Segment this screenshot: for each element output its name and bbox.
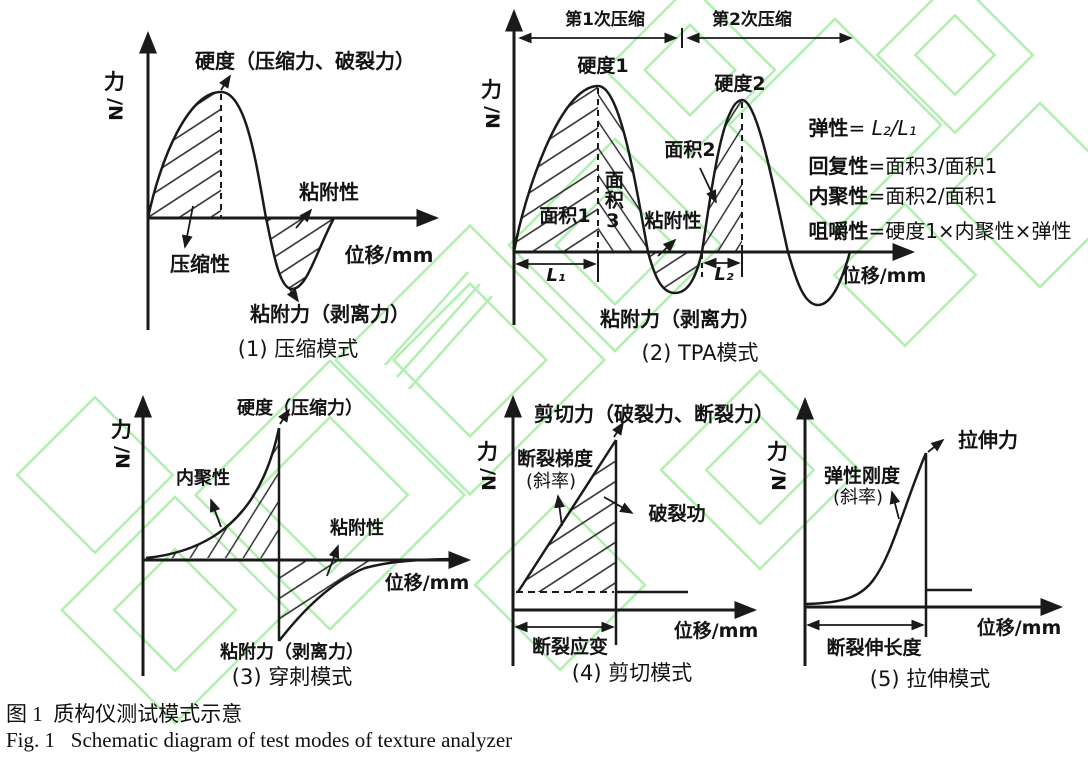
p2-area3-label: 面积3 xyxy=(601,170,624,233)
panel3-plot xyxy=(134,395,471,676)
p5-y-force: 力 xyxy=(766,440,788,464)
p2-area2-label: 面积2 xyxy=(664,139,716,161)
p3-y-unit: /N xyxy=(110,446,133,469)
p4-y-axis-label: 力 /N xyxy=(476,440,499,491)
p4-fracture-strain-label: 断裂应变 xyxy=(531,636,609,658)
p5-elastic-stiffness-label: 弹性刚度 xyxy=(823,465,901,487)
p4-rupture-work-arrow xyxy=(603,496,634,514)
p2-second-compression-label: 第2次压缩 xyxy=(712,10,792,30)
panel4-plot xyxy=(504,395,757,666)
p3-hatch-cohesiveness xyxy=(146,428,279,558)
p1-curve xyxy=(146,90,336,291)
p5-tensile-force-label: 拉伸力 xyxy=(958,428,1018,452)
p2-area1-label: 面积1 xyxy=(539,205,591,227)
p5-y-unit: /N xyxy=(766,468,789,491)
p4-slope-label: (斜率) xyxy=(525,471,577,492)
tpa-formula-resilience: 回复性=面积3/面积1 xyxy=(808,154,998,178)
p4-y-force: 力 xyxy=(476,440,498,464)
p5-title: (5) 拉伸模式 xyxy=(869,667,991,691)
p1-y-unit: /N xyxy=(103,98,126,121)
p2-hatch-adhesion xyxy=(648,252,702,293)
p3-y-axis-label: 力 /N xyxy=(110,418,133,469)
p2-l2-label: L₂ xyxy=(714,264,734,285)
p3-hatch-adhesion xyxy=(279,559,451,641)
p2-adhesiveness-label: 粘附性 xyxy=(644,210,702,232)
p1-title: (1) 压缩模式 xyxy=(237,337,359,361)
p4-shear-force-label: 剪切力（破裂力、断裂力） xyxy=(534,402,774,426)
panel2-plot xyxy=(505,9,915,325)
p4-rupture-work-label: 破裂功 xyxy=(648,503,706,525)
tpa-formula-elasticity: 弹性= L₂/L₁ xyxy=(808,116,917,140)
p5-stiffness-arrow xyxy=(889,490,901,520)
p3-hardness-label: 硬度（压缩力） xyxy=(237,398,363,419)
p2-adhesiveness-arrow xyxy=(657,238,677,257)
p1-y-force: 力 xyxy=(103,70,125,94)
p2-l1-label: L₁ xyxy=(546,265,566,286)
p4-shear-force-arrow xyxy=(612,421,624,438)
p3-curve-rise xyxy=(145,427,281,560)
p1-hardness-arrow xyxy=(219,74,231,91)
p3-hardness-arrow xyxy=(278,408,290,425)
panel1-plot xyxy=(139,31,439,330)
p1-adhesiveness-arrow xyxy=(295,208,313,229)
p3-adhesiveness-arrow xyxy=(326,544,340,577)
figure-caption-en: Fig. 1 Schematic diagram of test modes o… xyxy=(6,728,513,752)
p2-y-force: 力 xyxy=(480,78,502,102)
p2-hatch-area1 xyxy=(514,86,598,252)
figure-caption-zh: 图 1 质构仪测试模式示意 xyxy=(6,702,243,726)
p2-hardness1-label: 硬度1 xyxy=(577,55,629,77)
p5-slope-label: (斜率) xyxy=(832,487,884,508)
p5-curve xyxy=(805,452,928,606)
p2-y-axis-label: 力 /N xyxy=(480,78,503,129)
p4-x-axis-label: 位移/mm xyxy=(673,620,759,642)
panel5-plot xyxy=(796,397,1063,666)
p1-adhesive-force-label: 粘附力（剥离力） xyxy=(250,302,410,326)
tpa-formula-chewiness: 咀嚼性=硬度1×内聚性×弹性 xyxy=(808,219,1072,243)
p3-adhesive-force-label: 粘附力（剥离力） xyxy=(220,642,364,663)
p2-x-axis-label: 位移/mm xyxy=(841,265,927,287)
p1-adhesiveness-label: 粘附性 xyxy=(299,180,359,204)
p3-adhesiveness-label: 粘附性 xyxy=(330,518,384,539)
p3-x-axis-label: 位移/mm xyxy=(384,572,470,594)
p2-title: (2) TPA模式 xyxy=(641,341,759,365)
p1-adhesive-force-arrow xyxy=(286,287,300,303)
p3-curve-recovery xyxy=(278,557,459,642)
p3-cohesiveness-label: 内聚性 xyxy=(176,468,230,489)
p1-hatch-compression xyxy=(148,92,221,218)
p2-area2-arrow xyxy=(699,167,717,204)
p1-hardness-label: 硬度（压缩力、破裂力） xyxy=(195,49,415,73)
p3-cohesiveness-arrow xyxy=(209,498,222,528)
p2-curve xyxy=(512,84,852,307)
p4-gradient-arrow xyxy=(554,494,565,527)
p4-title: (4) 剪切模式 xyxy=(571,661,693,685)
p2-hatch-area2 xyxy=(702,100,742,252)
p2-y-unit: /N xyxy=(480,106,503,129)
p2-hatch-area3 xyxy=(598,86,648,252)
p5-tensile-force-arrow xyxy=(927,438,945,453)
p1-compressibility-arrow xyxy=(181,205,194,249)
p2-adhesive-force-label: 粘附力（剥离力） xyxy=(600,307,760,331)
tpa-formula-cohesiveness: 内聚性=面积2/面积1 xyxy=(808,184,998,208)
p2-hardness2-label: 硬度2 xyxy=(714,73,766,95)
p5-x-axis-label: 位移/mm xyxy=(976,617,1062,639)
p1-x-axis-label: 位移/mm xyxy=(344,243,434,267)
p4-y-unit: /N xyxy=(476,468,499,491)
p1-compressibility-label: 压缩性 xyxy=(170,252,230,276)
p1-y-axis-label: 力 /N xyxy=(103,70,126,121)
p4-fracture-gradient-label: 断裂梯度 xyxy=(516,448,594,470)
p5-y-axis-label: 力 /N xyxy=(766,440,789,491)
p2-first-compression-label: 第1次压缩 xyxy=(565,10,645,30)
p3-title: (3) 穿刺模式 xyxy=(231,665,353,689)
p4-rising-line xyxy=(516,439,618,593)
p3-y-force: 力 xyxy=(110,418,132,442)
p5-elongation-label: 断裂伸长度 xyxy=(826,637,922,659)
p1-hatch-adhesion xyxy=(266,218,334,289)
